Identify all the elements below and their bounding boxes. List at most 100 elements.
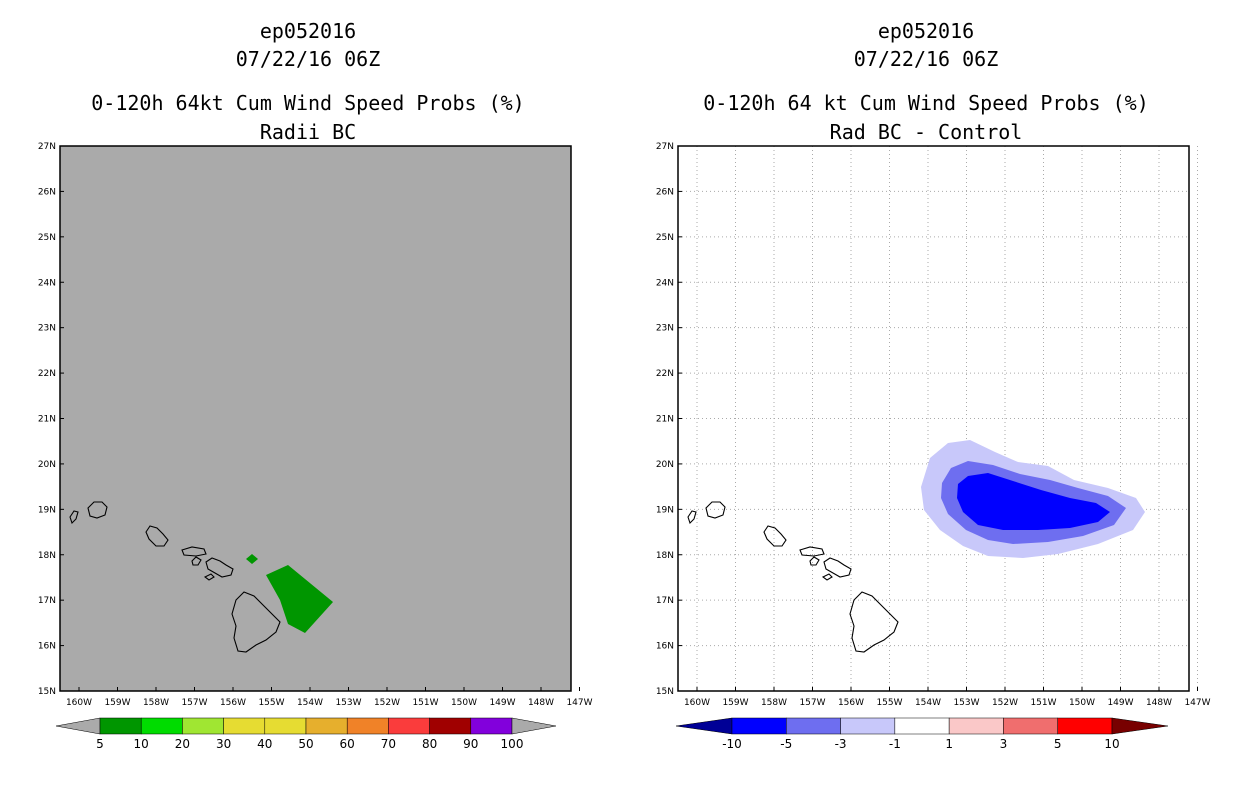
colorbar-label: 70 <box>381 737 396 751</box>
colorbar-label: -5 <box>780 737 792 751</box>
colorbar-segment <box>786 717 841 735</box>
lat-label-18n: 18N <box>38 551 56 561</box>
lat-label-24n: 24N <box>656 278 674 288</box>
lat-label-26n: 26N <box>38 187 56 197</box>
lon-label-150w: 150W <box>1069 698 1095 708</box>
lon-label-149w: 149W <box>489 698 515 708</box>
lon-label-147w: 147W <box>566 698 592 708</box>
colorbar-label: 30 <box>216 737 231 751</box>
colorbar-label: 50 <box>298 737 313 751</box>
colorbar-arrow-left <box>55 717 101 735</box>
lon-label-159w: 159W <box>104 698 130 708</box>
lat-label-19n: 19N <box>656 505 674 515</box>
lon-label-157w: 157W <box>181 698 207 708</box>
lon-label-158w: 158W <box>143 698 169 708</box>
colorbar-segment <box>429 717 472 735</box>
kahoolawe-island <box>203 573 215 581</box>
niihau-island <box>687 510 697 525</box>
lanai-island <box>809 556 820 566</box>
lon-label-154w: 154W <box>915 698 941 708</box>
right-title: 0-120h 64 kt Cum Wind Speed Probs (%) <box>703 91 1149 115</box>
colorbar-segment <box>948 717 1004 735</box>
lat-label-17n: 17N <box>38 596 56 606</box>
left-colorbar: 5 10 20 30 40 50 60 70 80 90 100 <box>55 717 557 751</box>
colorbar-segment <box>99 717 142 735</box>
lat-label-18n: 18N <box>656 551 674 561</box>
lon-label-151w: 151W <box>412 698 438 708</box>
lon-label-154w: 154W <box>297 698 323 708</box>
left-subtitle: Radii BC <box>259 120 357 144</box>
lon-label-150w: 150W <box>451 698 477 708</box>
left-storm-id: ep052016 <box>259 19 357 43</box>
lon-label-148w: 148W <box>528 698 554 708</box>
lon-label-156w: 156W <box>838 698 864 708</box>
lanai-island <box>191 556 202 566</box>
left-coastlines <box>69 501 281 653</box>
lat-label-22n: 22N <box>656 369 674 379</box>
right-storm-id: ep052016 <box>877 19 975 43</box>
kahoolawe-island <box>821 573 833 581</box>
lon-label-155w: 155W <box>876 698 902 708</box>
colorbar-label: 40 <box>257 737 272 751</box>
niihau-island <box>69 510 79 525</box>
colorbar-arrow-right <box>511 717 557 735</box>
colorbar-segment <box>223 717 266 735</box>
right-longitude-labels: 160W 159W 158W 157W 156W 155W 154W 153W 152W 151W… <box>684 687 1211 708</box>
right-difference-map: 27N26N25N24N23N22N21N20N19N18N17N16N15N … <box>656 142 1211 708</box>
lon-label-152w: 152W <box>374 698 400 708</box>
lat-label-15n: 15N <box>656 687 674 697</box>
lat-label-21n: 21N <box>656 415 674 425</box>
lon-label-160w: 160W <box>66 698 92 708</box>
lat-label-19n: 19N <box>38 505 56 515</box>
lon-label-158w: 158W <box>761 698 787 708</box>
colorbar-segment <box>305 717 348 735</box>
lat-label-27n: 27N <box>656 142 674 152</box>
colorbar-segment <box>731 717 787 735</box>
lon-label-151w: 151W <box>1030 698 1056 708</box>
colorbar-segment <box>470 717 513 735</box>
lat-label-22n: 22N <box>38 369 56 379</box>
left-probability-map: 27N26N25N24N23N22N21N20N19N18N17N16N15N … <box>38 142 593 708</box>
lon-label-148w: 148W <box>1146 698 1172 708</box>
colorbar-segment <box>894 717 950 735</box>
lon-label-152w: 152W <box>992 698 1018 708</box>
lon-label-157w: 157W <box>799 698 825 708</box>
lat-label-25n: 25N <box>656 233 674 243</box>
kauai-island <box>705 501 726 519</box>
colorbar-segment <box>840 717 896 735</box>
colorbar-label: 10 <box>1104 737 1119 751</box>
colorbar-label: 3 <box>1000 737 1008 751</box>
lat-label-23n: 23N <box>38 324 56 334</box>
left-datetime: 07/22/16 06Z <box>235 47 381 71</box>
colorbar-segment <box>182 717 224 735</box>
lon-label-159w: 159W <box>722 698 748 708</box>
right-map-background <box>678 146 1189 691</box>
right-datetime: 07/22/16 06Z <box>853 47 999 71</box>
colorbar-arrow-left <box>675 717 733 735</box>
lat-label-20n: 20N <box>38 460 56 470</box>
lat-label-21n: 21N <box>38 415 56 425</box>
lon-label-149w: 149W <box>1107 698 1133 708</box>
lon-label-155w: 155W <box>258 698 284 708</box>
lat-label-17n: 17N <box>656 596 674 606</box>
colorbar-label: -10 <box>722 737 742 751</box>
lon-label-153w: 153W <box>335 698 361 708</box>
colorbar-label: 1 <box>945 737 953 751</box>
colorbar-label: -1 <box>889 737 901 751</box>
lat-label-25n: 25N <box>38 233 56 243</box>
right-gridlines <box>678 146 1198 691</box>
colorbar-label: 10 <box>134 737 149 751</box>
left-title: 0-120h 64kt Cum Wind Speed Probs (%) <box>91 91 525 115</box>
oahu-island <box>145 525 169 547</box>
right-colorbar: -10 -5 -3 -1 1 3 5 10 <box>675 717 1169 751</box>
lon-label-160w: 160W <box>684 698 710 708</box>
right-subtitle: Rad BC - Control <box>829 120 1023 144</box>
colorbar-label: 100 <box>501 737 524 751</box>
left-latitude-labels: 27N 26N 25N 24N 23N 22N 21N 20N 19N 18N 17N 16N 15N <box>38 142 64 697</box>
colorbar-segment <box>264 717 307 735</box>
kauai-island <box>87 501 108 519</box>
lat-label-15n: 15N <box>38 687 56 697</box>
colorbar-label: 20 <box>175 737 190 751</box>
colorbar-label: 60 <box>340 737 355 751</box>
colorbar-label: 5 <box>96 737 104 751</box>
